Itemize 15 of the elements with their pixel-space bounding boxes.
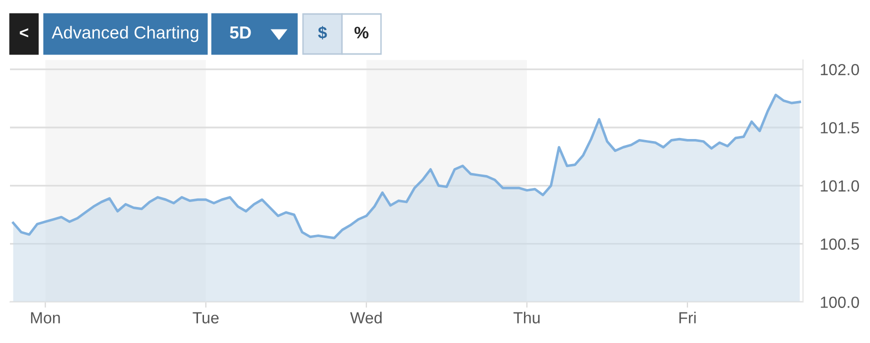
text: Advanced Charting [52,26,198,42]
x-tick-label: Wed [350,312,382,324]
text: $ [318,26,327,40]
x-tick-label: Tue [192,312,219,324]
x-tick-label: Mon [31,312,60,324]
text: % [354,26,368,38]
y-tick-label: 100.0 [820,296,860,308]
x-tick-label: Thu [513,312,540,324]
x-tick-label: Fri [679,312,696,324]
y-tick-label: 101.5 [820,122,859,134]
y-tick-label: 102.0 [820,64,860,76]
text: 5D [230,26,251,39]
text: < [20,28,28,38]
y-tick-label: 101.0 [820,180,860,192]
y-tick-label: 100.5 [820,238,859,250]
